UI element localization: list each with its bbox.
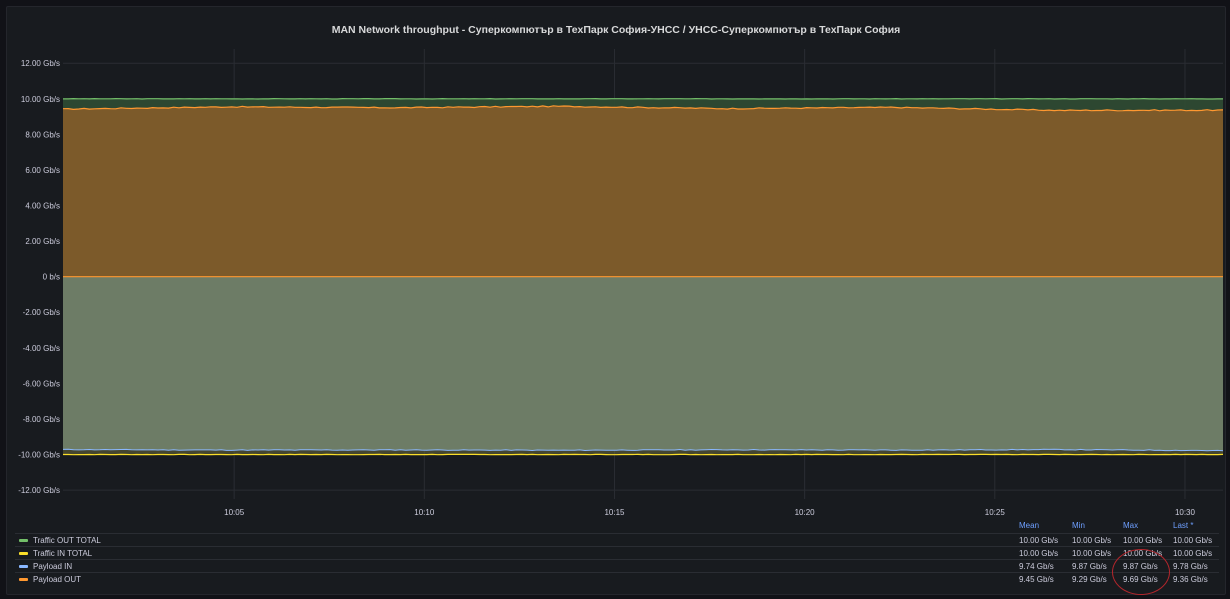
- legend-series-name[interactable]: Payload IN: [33, 562, 73, 571]
- legend-stat-value: 9.74 Gb/s: [1019, 562, 1054, 571]
- y-tick-label: 6.00 Gb/s: [25, 166, 60, 175]
- legend-stat-value: 9.45 Gb/s: [1019, 575, 1054, 584]
- legend-stat-value: 10.00 Gb/s: [1123, 536, 1163, 545]
- legend-stat-value: 10.00 Gb/s: [1173, 536, 1213, 545]
- y-tick-label: -12.00 Gb/s: [18, 486, 60, 495]
- y-tick-label: -4.00 Gb/s: [23, 344, 60, 353]
- legend-swatch: [19, 539, 28, 542]
- legend-series-name[interactable]: Payload OUT: [33, 575, 82, 584]
- y-tick-label: 12.00 Gb/s: [21, 59, 60, 68]
- x-tick-label: 10:30: [1175, 508, 1196, 515]
- annotation-circle: [1112, 549, 1170, 595]
- legend-column-header[interactable]: Mean: [1019, 521, 1040, 530]
- plot-area[interactable]: 12.00 Gb/s 10.00 Gb/s 8.00 Gb/s 6.00 Gb/s 4.…: [7, 7, 1225, 515]
- payload-in-line: [62, 448, 1224, 452]
- legend-stat-value: 10.00 Gb/s: [1173, 549, 1213, 558]
- x-tick-label: 10:25: [985, 508, 1006, 515]
- payload-out-area: [63, 105, 1223, 277]
- legend-swatch: [19, 565, 28, 568]
- payload-out-line: [62, 105, 1224, 112]
- legend-stat-value: 9.36 Gb/s: [1173, 575, 1208, 584]
- legend-column-header[interactable]: Last *: [1173, 521, 1194, 530]
- y-tick-label: -2.00 Gb/s: [23, 308, 60, 317]
- payload-in-area: [63, 276, 1223, 451]
- legend-row[interactable]: Payload IN 9.74 Gb/s 9.87 Gb/s 9.87 Gb/s 9.7…: [15, 559, 1219, 573]
- y-tick-label: 10.00 Gb/s: [21, 95, 60, 104]
- legend-stat-value: 10.00 Gb/s: [1019, 549, 1059, 558]
- y-tick-label: 0 b/s: [43, 273, 60, 282]
- y-tick-label: -8.00 Gb/s: [23, 415, 60, 424]
- legend-column-header[interactable]: Max: [1123, 521, 1139, 530]
- legend-swatch: [19, 552, 28, 555]
- legend-column-header[interactable]: Min: [1072, 521, 1085, 530]
- y-tick-label: -6.00 Gb/s: [23, 379, 60, 388]
- legend-series-name[interactable]: Traffic OUT TOTAL: [33, 536, 101, 545]
- graph-panel: MAN Network throughput - Суперкомпютър в…: [6, 6, 1226, 595]
- legend-row[interactable]: Traffic IN TOTAL 10.00 Gb/s 10.00 Gb/s 10.0…: [15, 546, 1219, 560]
- legend-stat-value: 9.87 Gb/s: [1072, 562, 1107, 571]
- legend-row[interactable]: Payload OUT 9.45 Gb/s 9.29 Gb/s 9.69 Gb/s 9.…: [15, 572, 1219, 586]
- x-tick-label: 10:10: [414, 508, 435, 515]
- legend-swatch: [19, 578, 28, 581]
- legend-stat-value: 9.78 Gb/s: [1173, 562, 1208, 571]
- y-tick-label: 2.00 Gb/s: [25, 237, 60, 246]
- y-tick-label: -10.00 Gb/s: [18, 451, 60, 460]
- y-tick-label: 8.00 Gb/s: [25, 130, 60, 139]
- panel-title[interactable]: MAN Network throughput - Суперкомпютър в…: [331, 24, 901, 36]
- legend-series-name[interactable]: Traffic IN TOTAL: [33, 549, 93, 558]
- x-tick-label: 10:05: [224, 508, 245, 515]
- y-tick-label: 4.00 Gb/s: [25, 202, 60, 211]
- legend-stat-value: 10.00 Gb/s: [1072, 549, 1112, 558]
- legend-row[interactable]: Traffic OUT TOTAL 10.00 Gb/s 10.00 Gb/s 10.…: [15, 533, 1219, 547]
- x-tick-label: 10:15: [604, 508, 625, 515]
- x-tick-label: 10:20: [795, 508, 816, 515]
- legend-stat-value: 10.00 Gb/s: [1072, 536, 1112, 545]
- legend-stat-value: 9.29 Gb/s: [1072, 575, 1107, 584]
- legend-stat-value: 10.00 Gb/s: [1019, 536, 1059, 545]
